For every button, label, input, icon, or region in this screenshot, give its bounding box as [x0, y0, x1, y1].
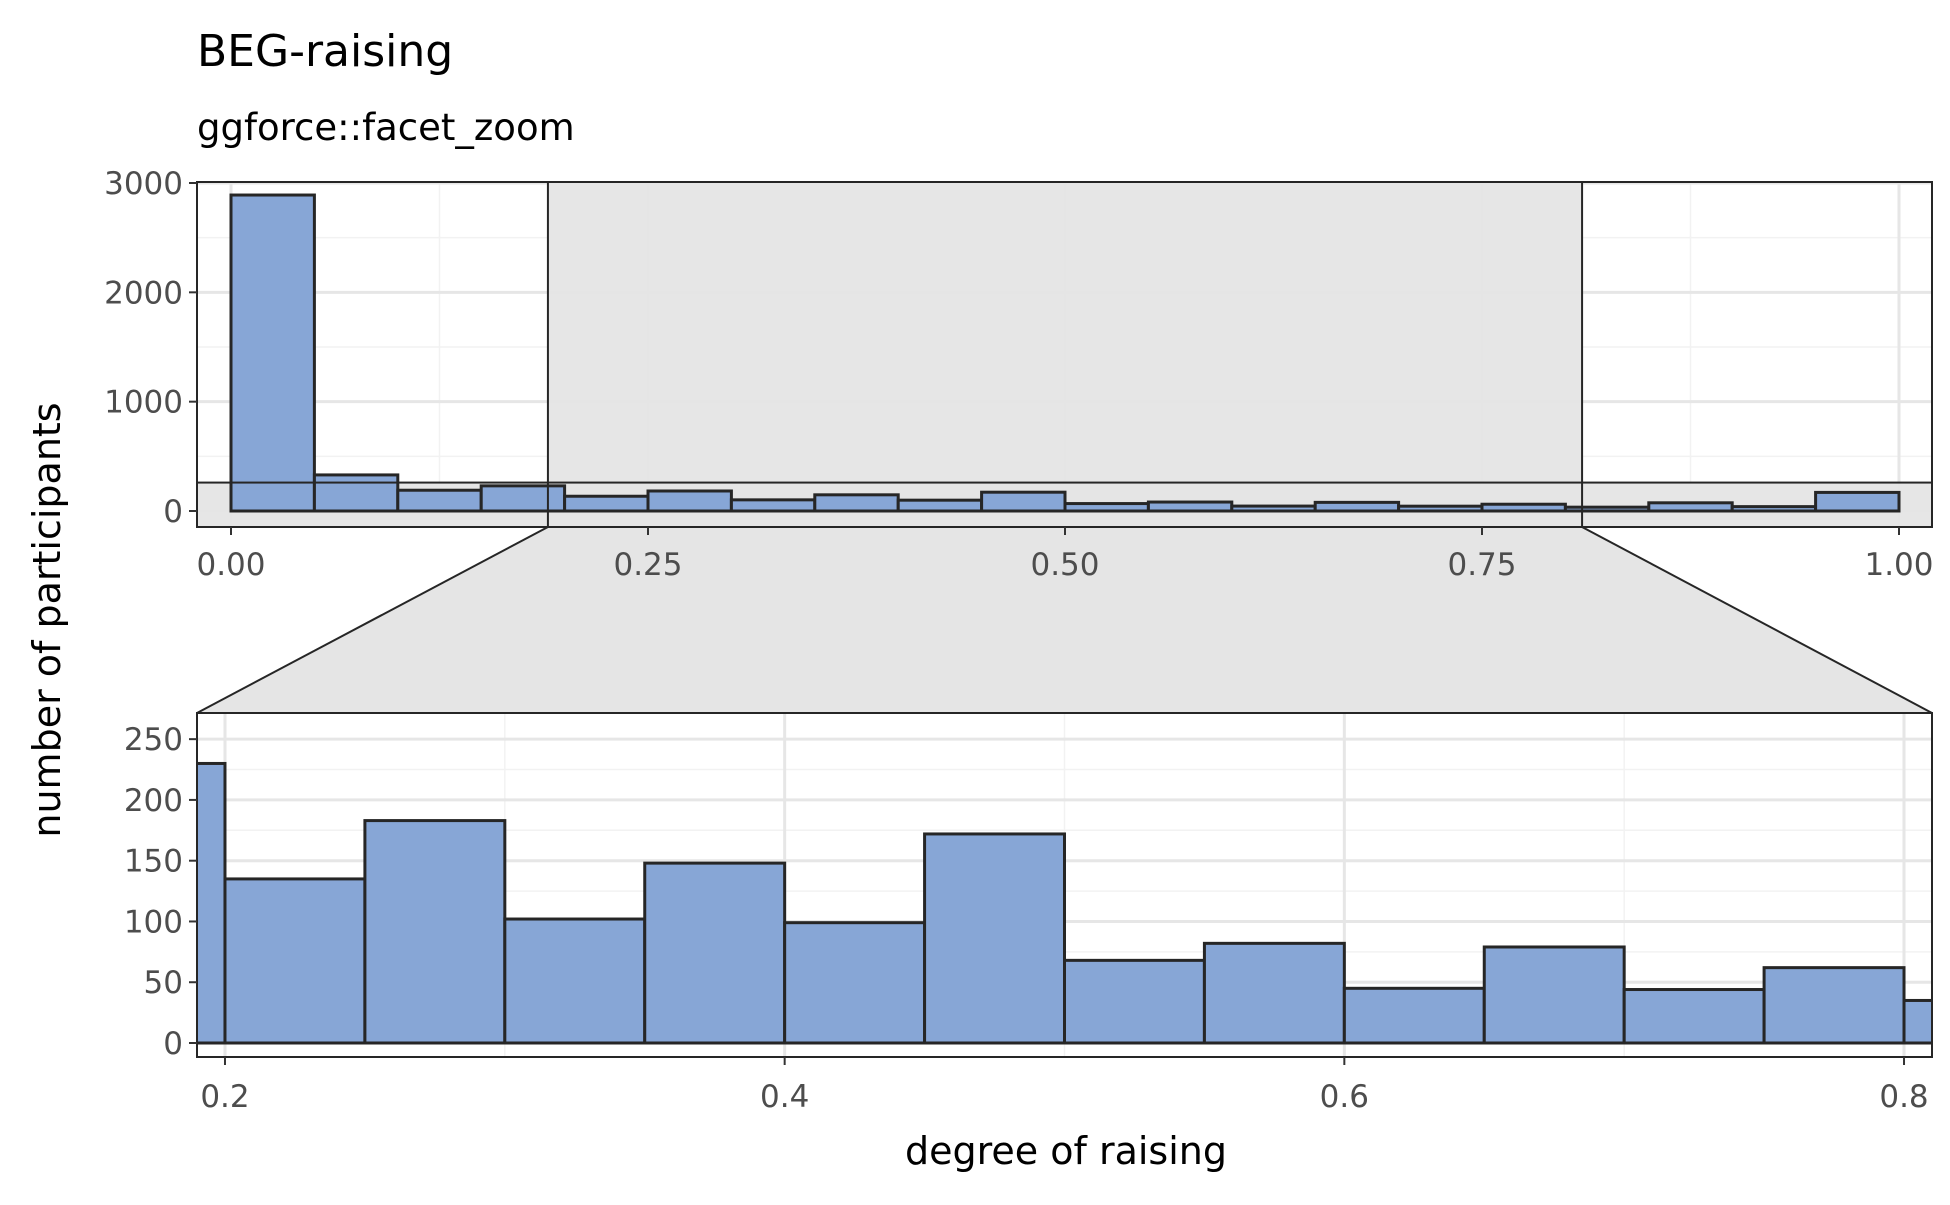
overview-bar	[1647, 501, 1734, 513]
overview-bar	[646, 489, 733, 513]
overview-zoom-outline-horizontal	[197, 481, 1932, 527]
overview-bar	[729, 498, 817, 513]
zoom-bar	[643, 861, 787, 1045]
overview-bar	[896, 498, 984, 513]
zoom-x-tick-label: 0.4	[760, 1079, 809, 1115]
zoom-bar	[223, 877, 367, 1045]
chart-title: BEG-raising	[197, 26, 453, 77]
overview-bar	[563, 494, 650, 513]
overview-x-tick-label: 0.25	[613, 547, 682, 583]
zoom-bar	[1342, 986, 1486, 1045]
zoom-y-tick-label: 150	[124, 844, 183, 880]
zoom-y-tick-label: 0	[163, 1026, 183, 1062]
overview-bar	[396, 488, 483, 513]
overview-bar	[1480, 502, 1567, 513]
zoom-bar	[1762, 966, 1906, 1045]
overview-zoom-outline-vertical	[546, 182, 1584, 527]
overview-bar	[1730, 505, 1818, 513]
zoom-y-tick-label: 100	[124, 904, 183, 940]
zoom-bar	[1482, 945, 1626, 1045]
overview-y-tick-label: 0	[163, 494, 183, 530]
overview-x-tick-label: 0.00	[196, 547, 265, 583]
overview-bar	[1146, 500, 1234, 513]
overview-plot-area	[197, 182, 1932, 527]
x-axis-title: degree of raising	[905, 1129, 1227, 1173]
zoom-bar	[363, 819, 507, 1045]
zoom-y-tick-label: 250	[124, 722, 183, 758]
chart-subtitle: ggforce::facet_zoom	[197, 106, 575, 149]
overview-y-tick-label: 2000	[104, 275, 183, 311]
zoom-connector-fill	[197, 527, 1932, 713]
overview-bar	[1814, 490, 1901, 513]
zoom-bar	[783, 921, 927, 1045]
zoom-x-tick-label: 0.2	[200, 1079, 249, 1115]
zoom-connector-left	[196, 526, 549, 714]
overview-y-tick-label: 1000	[104, 385, 183, 421]
zoom-y-tick-label: 50	[144, 965, 183, 1001]
zoom-connector	[196, 526, 1933, 714]
overview-y-tick-label: 3000	[104, 166, 183, 202]
overview-bar	[1230, 504, 1317, 513]
zoom-bar	[1622, 988, 1766, 1045]
zoom-x-tick-label: 0.8	[1879, 1079, 1928, 1115]
zoom-bar	[0, 812, 85, 1043]
overview-zoom-region-vertical	[547, 182, 1583, 527]
zoom-plot-area	[0, 713, 1932, 1057]
zoom-bar	[923, 832, 1066, 1045]
zoom-bar	[503, 917, 647, 1045]
overview-x-tick-label: 0.50	[1030, 547, 1099, 583]
overview-bar	[813, 493, 900, 513]
overview-bar	[1063, 502, 1150, 513]
overview-bar	[312, 473, 400, 513]
zoom-bar	[1202, 941, 1346, 1045]
zoom-panel-border	[196, 712, 1933, 1058]
zoom-panel: 0.2 0.4 0.6 0.8 0 50 100 150 200 250	[0, 712, 1933, 1115]
overview-panel: 0.00 0.25 0.50 0.75 1.00 0 1000 2000 3000	[104, 166, 1933, 583]
zoom-bar	[1063, 958, 1206, 1045]
zoom-bar	[1902, 998, 1932, 1045]
y-axis-title: number of participants	[25, 402, 69, 837]
overview-bar	[980, 490, 1067, 513]
zoom-x-tick-label: 0.6	[1320, 1079, 1369, 1115]
zoom-connector-right	[1581, 526, 1933, 714]
overview-bar	[479, 484, 567, 513]
overview-bar	[1313, 500, 1401, 513]
overview-bar	[1397, 504, 1484, 513]
overview-x-tick-label: 1.00	[1864, 547, 1933, 583]
overview-bar	[1563, 505, 1651, 513]
overview-x-tick-label: 0.75	[1447, 547, 1516, 583]
zoom-y-tick-label: 200	[124, 783, 183, 819]
overview-bar	[229, 193, 316, 513]
